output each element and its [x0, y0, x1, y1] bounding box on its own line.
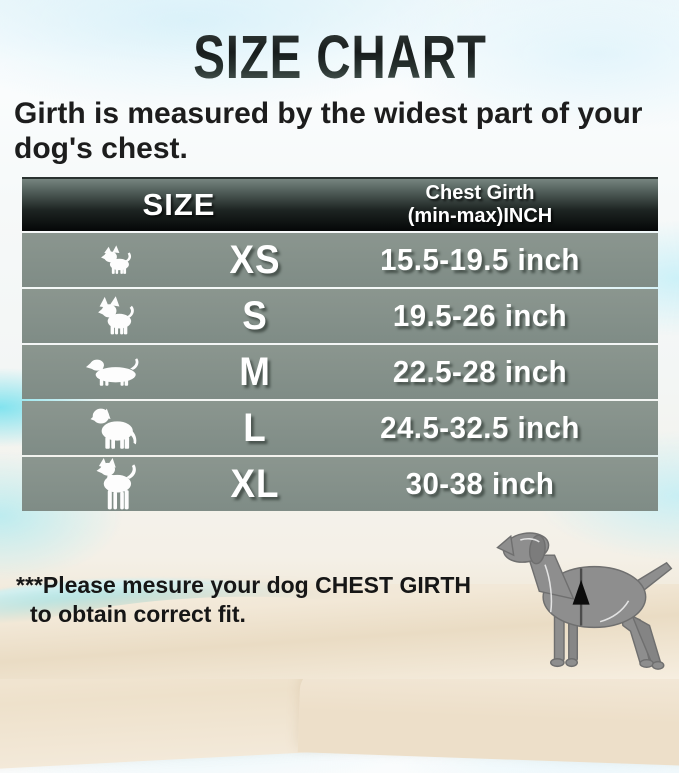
girth-value: 22.5-28 inch: [392, 354, 568, 389]
dog-icon-cell: [22, 406, 208, 450]
measure-note: ***Please mesure your dog CHEST GIRTH to…: [16, 571, 471, 629]
girth-value: 30-38 inch: [405, 466, 555, 501]
size-label: M: [239, 349, 271, 394]
dachshund-dog-icon: [86, 358, 139, 386]
chest-girth-measure-dog-illustration: [496, 532, 673, 670]
chest-measure-arrow-icon: [572, 579, 590, 605]
dog-icon-cell: [22, 457, 208, 511]
size-chart-table: SIZE Chest Girth (min-max)INCH XS 15.5-1…: [22, 177, 658, 511]
great-dane-dog-icon: [96, 457, 136, 509]
table-row-s: S 19.5-26 inch: [22, 289, 658, 343]
chihuahua-dog-icon: [98, 296, 134, 335]
measure-note-line1: ***Please mesure your dog CHEST GIRTH: [16, 572, 472, 598]
girth-column-header: Chest Girth (min-max)INCH: [302, 182, 658, 228]
table-row-xl: XL 30-38 inch: [22, 457, 658, 511]
size-label: XS: [229, 237, 281, 282]
labrador-dog-icon: [90, 408, 137, 449]
dog-icon-cell: [22, 357, 208, 387]
table-header-row: SIZE Chest Girth (min-max)INCH: [22, 177, 658, 231]
size-label: L: [243, 405, 267, 450]
size-column-header: SIZE: [142, 187, 216, 222]
girth-header-line1: Chest Girth: [425, 182, 535, 204]
dog-icon-cell: [22, 296, 208, 336]
size-label: S: [242, 293, 268, 338]
page-title: SIZE CHART: [192, 23, 487, 92]
girth-value: 19.5-26 inch: [392, 298, 568, 333]
table-row-m: M 22.5-28 inch: [22, 345, 658, 399]
girth-value: 15.5-19.5 inch: [380, 242, 580, 277]
girth-explanation-text: Girth is measured by the widest part of …: [14, 97, 643, 166]
girth-value: 24.5-32.5 inch: [380, 410, 580, 445]
dog-icon-cell: [22, 244, 208, 276]
chihuahua-small-dog-icon: [101, 245, 132, 274]
table-row-xs: XS 15.5-19.5 inch: [22, 233, 658, 287]
measure-note-line2: to obtain correct fit.: [30, 600, 246, 627]
girth-header-line2: (min-max)INCH: [407, 205, 553, 227]
table-row-l: L 24.5-32.5 inch: [22, 401, 658, 455]
size-label: XL: [230, 461, 280, 506]
